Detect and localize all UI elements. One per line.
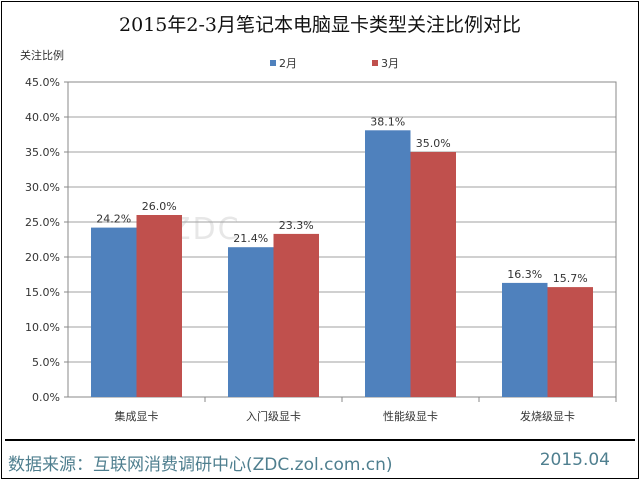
x-tick-label: 发烧级显卡 [520,409,575,423]
data-label: 35.0% [416,137,451,150]
legend-item-feb: 2月 [270,55,297,71]
y-tick-label: 25.0% [25,216,60,229]
bar [365,130,411,398]
legend-item-mar: 3月 [372,55,399,71]
data-label: 23.3% [279,219,314,232]
report-date: 2015.04 [539,450,610,470]
x-tick-label: 入门级显卡 [246,409,301,423]
data-label: 38.1% [370,115,405,128]
y-tick-label: 15.0% [25,286,60,299]
y-tick-label: 30.0% [25,181,60,194]
data-label: 16.3% [507,268,542,281]
legend-swatch [270,60,276,66]
bar [410,152,456,397]
legend-label: 2月 [279,57,297,70]
data-label: 15.7% [553,272,588,285]
y-tick-label: 0.0% [32,391,60,404]
bar [502,282,548,397]
legend-label: 3月 [381,57,399,70]
y-tick-label: 40.0% [25,111,60,124]
data-label: 26.0% [142,200,177,213]
x-tick-label: 集成显卡 [115,409,159,423]
bar [136,215,182,397]
x-tick-label: 性能级显卡 [383,409,438,423]
legend-swatch [372,60,378,66]
data-source: 数据来源：互联网消费调研中心(ZDC.zol.com.cn) [8,455,393,475]
y-tick-label: 35.0% [25,146,60,159]
bar [273,233,319,397]
footer-divider [5,439,635,441]
y-tick-label: 20.0% [25,251,60,264]
data-label: 21.4% [233,232,268,245]
chart-title: 2015年2-3月笔记本电脑显卡类型关注比例对比 [119,14,521,36]
y-tick-label: 45.0% [25,76,60,89]
bar [91,227,137,397]
bar [228,247,274,397]
y-axis-label: 关注比例 [20,49,64,62]
bar [547,287,593,397]
data-label: 24.2% [96,213,131,226]
y-tick-label: 5.0% [32,356,60,369]
y-tick-label: 10.0% [25,321,60,334]
